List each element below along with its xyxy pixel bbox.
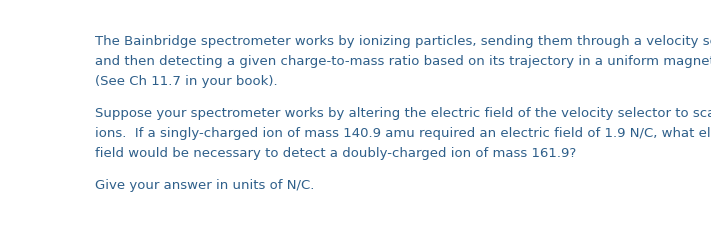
Text: (See Ch 11.7 in your book).: (See Ch 11.7 in your book). bbox=[95, 75, 278, 88]
Text: and then detecting a given charge-to-mass ratio based on its trajectory in a uni: and then detecting a given charge-to-mas… bbox=[95, 55, 711, 68]
Text: Suppose your spectrometer works by altering the electric field of the velocity s: Suppose your spectrometer works by alter… bbox=[95, 106, 711, 120]
Text: field would be necessary to detect a doubly-charged ion of mass 161.9?: field would be necessary to detect a dou… bbox=[95, 147, 577, 160]
Text: ions.  If a singly-charged ion of mass 140.9 amu required an electric field of 1: ions. If a singly-charged ion of mass 14… bbox=[95, 127, 711, 140]
Text: Give your answer in units of N/C.: Give your answer in units of N/C. bbox=[95, 179, 315, 191]
Text: The Bainbridge spectrometer works by ionizing particles, sending them through a : The Bainbridge spectrometer works by ion… bbox=[95, 35, 711, 48]
